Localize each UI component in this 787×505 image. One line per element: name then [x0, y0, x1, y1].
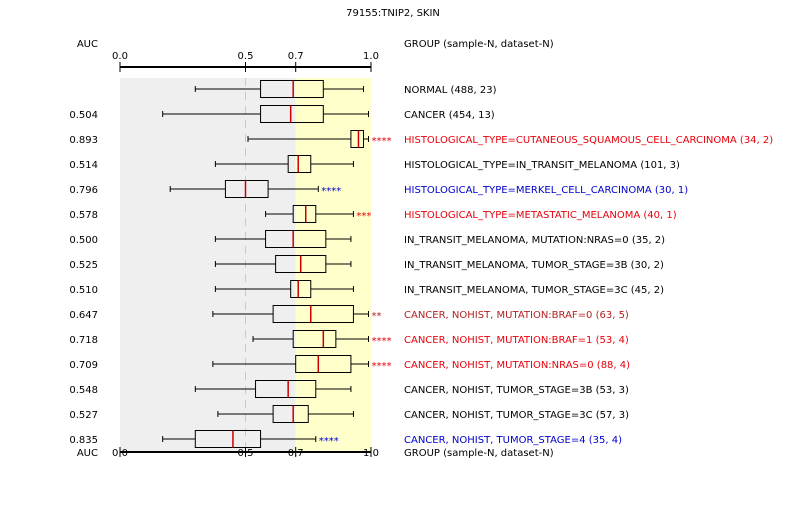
group-label: IN_TRANSIT_MELANOMA, MUTATION:NRAS=0 (35…: [404, 235, 665, 246]
auc-value: 0.500: [69, 235, 98, 246]
significance-stars: ****: [319, 436, 339, 447]
iqr-box: [292, 330, 337, 348]
group-label: CANCER, NOHIST, TUMOR_STAGE=3B (53, 3): [404, 385, 629, 396]
auc-value: 0.510: [69, 285, 98, 296]
group-label: CANCER, NOHIST, TUMOR_STAGE=3C (57, 3): [404, 410, 629, 421]
iqr-box: [287, 155, 312, 173]
group-label: CANCER, NOHIST, MUTATION:NRAS=0 (88, 4): [404, 360, 630, 371]
top-axis-tick-label: 0.7: [288, 51, 304, 62]
bottom-axis-tick-label: 0.7: [288, 448, 304, 459]
auc-value: 0.548: [69, 385, 98, 396]
iqr-box: [295, 355, 352, 373]
auc-value: 0.647: [69, 310, 98, 321]
auc-value: 0.718: [69, 335, 98, 346]
iqr-box: [224, 180, 269, 198]
significance-stars: **: [371, 311, 381, 322]
group-label: IN_TRANSIT_MELANOMA, TUMOR_STAGE=3B (30,…: [404, 260, 664, 271]
iqr-box: [255, 380, 317, 398]
iqr-box: [272, 305, 354, 323]
group-label: CANCER (454, 13): [404, 110, 495, 121]
top-axis-tick-label: 0.0: [112, 51, 128, 62]
group-label: HISTOLOGICAL_TYPE=METASTATIC_MELANOMA (4…: [404, 210, 677, 221]
group-label: HISTOLOGICAL_TYPE=IN_TRANSIT_MELANOMA (1…: [404, 160, 680, 171]
top-axis-tick-label: 0.5: [238, 51, 254, 62]
group-label: NORMAL (488, 23): [404, 85, 497, 96]
iqr-box: [350, 130, 364, 148]
significance-stars: ****: [371, 361, 391, 372]
significance-stars: ****: [371, 336, 391, 347]
significance-stars: ****: [371, 136, 391, 147]
chart-title: 79155:TNIP2, SKIN: [346, 8, 440, 19]
auc-value: 0.525: [69, 260, 98, 271]
iqr-box: [272, 405, 309, 423]
group-label: CANCER, NOHIST, TUMOR_STAGE=4 (35, 4): [404, 435, 622, 446]
bottom-axis-tick-label: 0.5: [238, 448, 254, 459]
bottom-group-header: GROUP (sample-N, dataset-N): [404, 448, 554, 459]
group-label: HISTOLOGICAL_TYPE=MERKEL_CELL_CARCINOMA …: [404, 185, 688, 196]
auc-value: 0.504: [69, 110, 98, 121]
top-auc-header: AUC: [77, 39, 98, 50]
top-axis-tick-label: 1.0: [363, 51, 379, 62]
auc-value: 0.709: [69, 360, 98, 371]
auc-value: 0.893: [69, 135, 98, 146]
group-label: CANCER, NOHIST, MUTATION:BRAF=1 (53, 4): [404, 335, 629, 346]
iqr-box: [292, 205, 317, 223]
auc-value: 0.796: [69, 185, 98, 196]
iqr-box: [290, 280, 312, 298]
auc-value: 0.578: [69, 210, 98, 221]
top-group-header: GROUP (sample-N, dataset-N): [404, 39, 554, 50]
iqr-box: [265, 230, 327, 248]
iqr-box: [260, 80, 324, 98]
auc-value: 0.514: [69, 160, 98, 171]
group-label: CANCER, NOHIST, MUTATION:BRAF=0 (63, 5): [404, 310, 629, 321]
bottom-axis-tick-label: 0.0: [112, 448, 128, 459]
significance-stars: ****: [321, 186, 341, 197]
iqr-box: [260, 105, 324, 123]
auc-value: 0.835: [69, 435, 98, 446]
iqr-box: [194, 430, 262, 448]
significance-stars: ***: [356, 211, 371, 222]
group-label: HISTOLOGICAL_TYPE=CUTANEOUS_SQUAMOUS_CEL…: [404, 135, 773, 146]
group-label: IN_TRANSIT_MELANOMA, TUMOR_STAGE=3C (45,…: [404, 285, 664, 296]
auc-value: 0.527: [69, 410, 98, 421]
bottom-axis-tick-label: 1.0: [363, 448, 379, 459]
bottom-auc-header: AUC: [77, 448, 98, 459]
